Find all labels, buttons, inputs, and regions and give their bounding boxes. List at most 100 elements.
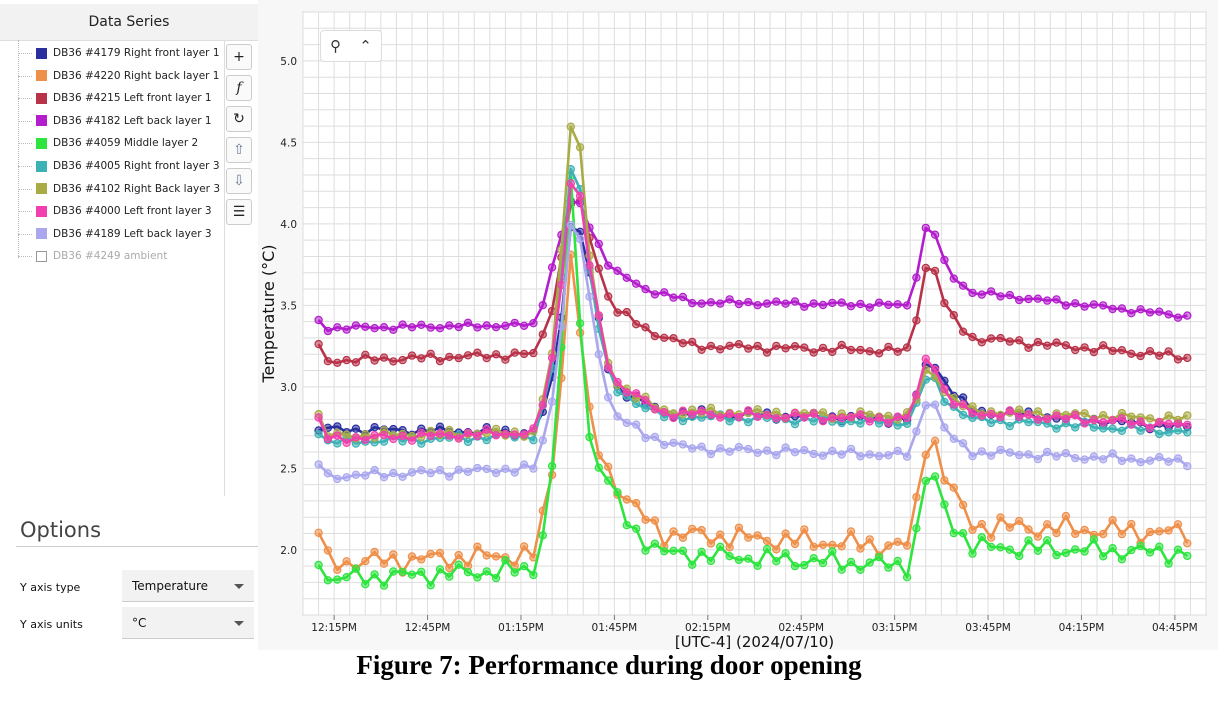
- data-point: [846, 444, 856, 454]
- data-point: [697, 345, 706, 354]
- data-point: [884, 418, 893, 427]
- data-point: [1033, 415, 1043, 424]
- series-item[interactable]: DB36 #4249 ambient: [18, 245, 167, 267]
- data-point: [398, 431, 407, 441]
- data-point: [688, 337, 697, 347]
- data-point: [435, 429, 445, 438]
- series-item[interactable]: DB36 #4179 Right front layer 1: [18, 42, 220, 64]
- data-point: [706, 449, 716, 459]
- data-point: [734, 442, 744, 452]
- data-point: [1145, 548, 1155, 557]
- y-axis-units-select[interactable]: °C: [122, 607, 254, 639]
- series-item[interactable]: DB36 #4182 Left back layer 1: [18, 110, 212, 132]
- series-color-swatch[interactable]: [36, 250, 47, 262]
- data-point: [604, 476, 613, 485]
- data-point: [930, 230, 940, 239]
- data-point: [538, 400, 547, 410]
- data-point: [940, 500, 949, 509]
- move-down-icon[interactable]: ⇩: [226, 168, 252, 194]
- zoom-controls[interactable]: ⚲ ⌃: [320, 30, 382, 62]
- series-item[interactable]: DB36 #4189 Left back layer 3: [18, 223, 212, 245]
- x-tick-label: 02:45PM: [778, 622, 824, 634]
- data-point: [473, 323, 482, 332]
- data-point: [1117, 304, 1127, 313]
- x-tick-label: 04:45PM: [1152, 622, 1198, 634]
- data-point: [856, 565, 865, 575]
- data-point: [846, 345, 856, 355]
- series-color-swatch[interactable]: [36, 160, 47, 172]
- data-point: [818, 417, 828, 426]
- data-point: [669, 527, 678, 536]
- tree-stem: [18, 188, 32, 190]
- series-label: DB36 #4179 Right front layer 1: [53, 47, 220, 59]
- plus-icon[interactable]: +: [226, 44, 252, 70]
- data-point: [744, 418, 753, 427]
- tree-stem: [18, 75, 32, 77]
- data-point: [361, 471, 370, 480]
- refresh-icon[interactable]: ↻: [226, 106, 252, 132]
- data-point: [958, 529, 968, 538]
- data-point: [1015, 450, 1024, 460]
- data-point: [1183, 551, 1192, 561]
- data-point: [949, 400, 959, 409]
- data-point: [902, 573, 912, 582]
- data-point: [351, 470, 361, 479]
- series-color-swatch[interactable]: [36, 92, 47, 104]
- data-point: [585, 432, 594, 442]
- data-point: [902, 452, 912, 461]
- data-point: [800, 446, 809, 455]
- data-point: [613, 266, 622, 275]
- data-point: [575, 234, 585, 244]
- data-point: [491, 350, 501, 359]
- series-item[interactable]: DB36 #4220 Right back layer 1: [18, 65, 219, 87]
- data-point: [818, 451, 828, 460]
- series-color-swatch[interactable]: [36, 115, 47, 127]
- data-point: [594, 350, 603, 359]
- series-color-swatch[interactable]: [36, 137, 47, 149]
- collapse-up-icon[interactable]: ⌃: [359, 37, 372, 55]
- series-color-swatch[interactable]: [36, 47, 47, 59]
- data-point: [613, 388, 622, 397]
- data-point: [734, 299, 744, 309]
- zoom-icon[interactable]: ⚲: [330, 37, 342, 55]
- series-list: DB36 #4179 Right front layer 1 DB36 #4220…: [0, 40, 225, 496]
- data-point: [519, 321, 529, 330]
- data-point: [1033, 532, 1043, 541]
- series-color-swatch[interactable]: [36, 205, 47, 217]
- data-point: [622, 418, 631, 428]
- data-point: [342, 325, 351, 334]
- data-point: [1080, 455, 1089, 464]
- move-up-icon[interactable]: ⇧: [226, 137, 252, 163]
- data-point: [949, 311, 959, 320]
- series-color-swatch[interactable]: [36, 228, 47, 240]
- menu-icon[interactable]: ☰: [226, 199, 252, 225]
- data-point: [1183, 428, 1192, 437]
- function-icon[interactable]: f: [226, 75, 252, 101]
- series-item[interactable]: DB36 #4000 Left front layer 3: [18, 200, 212, 222]
- data-point: [1080, 419, 1089, 428]
- data-point: [1108, 449, 1117, 458]
- data-point: [818, 558, 828, 568]
- data-point: [445, 572, 454, 581]
- data-point: [370, 570, 379, 579]
- data-point: [706, 410, 716, 419]
- temperature-chart[interactable]: 12:15PM 12:45PM 01:15PM 01:45PM 02:15PM 02:45…: [258, 0, 1218, 650]
- data-point: [716, 444, 725, 453]
- y-axis-type-select[interactable]: Temperature: [122, 570, 254, 602]
- data-point: [613, 308, 622, 317]
- data-point: [874, 552, 884, 562]
- data-point: [772, 557, 781, 566]
- series-color-swatch[interactable]: [36, 70, 47, 82]
- x-tick-label: 12:15PM: [311, 622, 357, 634]
- series-item[interactable]: DB36 #4005 Right front layer 3: [18, 155, 220, 177]
- series-item[interactable]: DB36 #4215 Left front layer 1: [18, 87, 212, 109]
- data-point: [1071, 423, 1080, 432]
- series-item[interactable]: DB36 #4059 Middle layer 2: [18, 132, 198, 154]
- data-point: [809, 554, 818, 563]
- data-point: [547, 353, 557, 363]
- series-item[interactable]: DB36 #4102 Right Back layer 3: [18, 178, 220, 200]
- data-point: [333, 565, 342, 575]
- data-point: [865, 450, 874, 459]
- series-toolbar: + f ↻ ⇧ ⇩ ☰: [226, 44, 254, 230]
- series-color-swatch[interactable]: [36, 183, 47, 195]
